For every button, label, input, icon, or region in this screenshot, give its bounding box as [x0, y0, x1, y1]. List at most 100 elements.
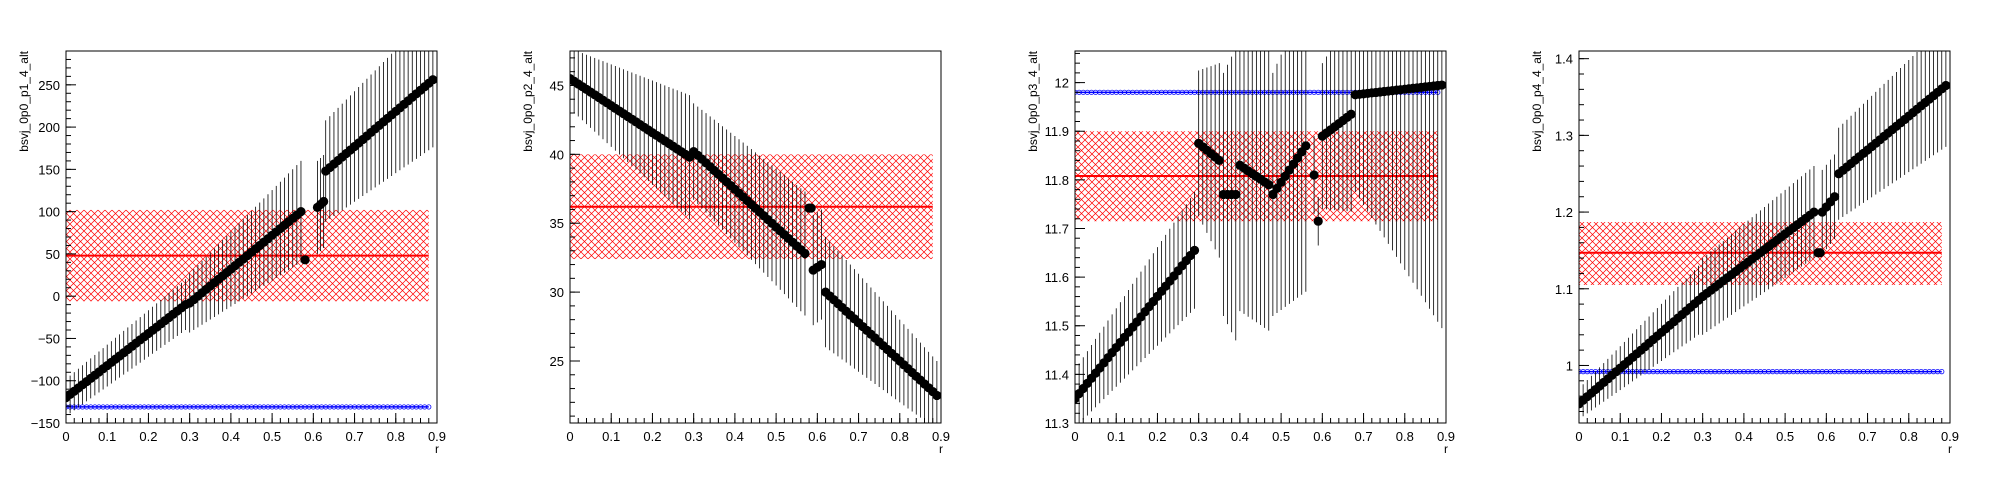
x-tick-label: 0 — [566, 429, 573, 444]
y-tick-label: 11.8 — [1045, 173, 1069, 188]
chart-panel-4: 0 0.1 0.2 0.3 0.4 0.5 0.6 0.7 0.8 0.9 1 1.1 1.2 1.3 1.… — [1530, 50, 1959, 456]
chart-panel-3: 0 0.1 0.2 0.3 0.4 0.5 0.6 0.7 0.8 0.9 11.3 11.4 11.5… — [1026, 50, 1455, 456]
y-tick-label: 11.9 — [1045, 124, 1069, 139]
data-point — [1214, 155, 1224, 166]
x-tick-label: 0.3 — [1694, 429, 1712, 444]
y-tick-label: 1 — [1566, 358, 1573, 373]
y-tick-label: 100 — [38, 205, 60, 220]
y-tick-label: 11.6 — [1045, 270, 1069, 285]
y-tick-label: −100 — [31, 374, 60, 389]
x-tick-label: 0.2 — [1148, 429, 1166, 444]
plot-frame — [1074, 50, 1447, 424]
y-axis-label: bsvj_0p0_p2_4_alt — [521, 50, 535, 151]
y-tick-label: 1.4 — [1555, 52, 1573, 67]
x-tick-label: 0.8 — [387, 429, 405, 444]
y-tick-label: 35 — [550, 216, 564, 231]
data-point — [428, 75, 437, 85]
plot-area — [570, 51, 941, 423]
x-tick-label: 0.8 — [1396, 429, 1414, 444]
y-axis-label: bsvj_0p0_p3_4_alt — [1026, 50, 1040, 151]
x-tick-label: 0.1 — [98, 429, 116, 444]
data-point — [1189, 245, 1200, 255]
chart-panel-2: 0 0.1 0.2 0.3 0.4 0.5 0.6 0.7 0.8 0.9 25 30 35 40 45 r b… — [521, 50, 950, 456]
x-tick-label: 0.5 — [767, 429, 785, 444]
data-point — [1231, 189, 1241, 200]
data-point — [932, 390, 941, 401]
plot-frame — [1578, 50, 1951, 424]
y-tick-label: 50 — [46, 247, 60, 262]
x-tick-label: 0.4 — [222, 429, 240, 444]
x-tick-label: 0.7 — [1355, 429, 1373, 444]
data-point — [806, 203, 816, 213]
x-tick-label: 0.8 — [891, 429, 909, 444]
data-point — [1346, 109, 1356, 119]
x-axis-label: r — [939, 442, 943, 456]
y-tick-label: −50 — [38, 331, 60, 346]
y-tick-label: 11.5 — [1045, 319, 1069, 334]
x-tick-label: 0.2 — [139, 429, 157, 444]
x-tick-label: 0.8 — [1900, 429, 1918, 444]
x-tick-label: 0.7 — [1859, 429, 1877, 444]
x-tick-label: 0.1 — [602, 429, 620, 444]
y-tick-label: 25 — [550, 354, 564, 369]
data-point — [1313, 216, 1323, 226]
x-tick-label: 0.6 — [1313, 429, 1331, 444]
x-tick-label: 0 — [62, 429, 69, 444]
y-tick-label: 150 — [38, 162, 60, 177]
data-point — [1815, 248, 1825, 258]
data-point — [1301, 141, 1311, 151]
y-axis-label: bsvj_0p0_p1_4_alt — [17, 50, 31, 151]
x-tick-label: 0.5 — [263, 429, 281, 444]
x-tick-label: 0.7 — [346, 429, 364, 444]
data-point — [1941, 80, 1950, 91]
plot-area — [1579, 51, 1950, 420]
y-tick-label: 1.1 — [1555, 282, 1573, 297]
plot-area — [66, 51, 437, 417]
y-tick-label: 11.3 — [1045, 416, 1069, 431]
y-tick-label: 0 — [53, 289, 60, 304]
data-point — [1264, 180, 1274, 190]
x-tick-label: 0.3 — [1190, 429, 1208, 444]
y-tick-label: 1.2 — [1555, 205, 1573, 220]
x-tick-label: 0.6 — [808, 429, 826, 444]
reference-marker — [426, 404, 432, 410]
data-point — [1829, 192, 1840, 202]
x-tick-label: 0.2 — [643, 429, 661, 444]
x-tick-label: 0 — [1575, 429, 1582, 444]
y-tick-label: 12 — [1055, 76, 1069, 91]
x-tick-label: 0.4 — [1735, 429, 1753, 444]
x-tick-label: 0.6 — [304, 429, 322, 444]
x-tick-label: 0.3 — [685, 429, 703, 444]
y-tick-label: 1.3 — [1555, 128, 1573, 143]
y-axis-label: bsvj_0p0_p4_4_alt — [1530, 50, 1544, 151]
y-tick-label: 250 — [38, 78, 60, 93]
data-point — [319, 196, 329, 207]
data-point — [300, 255, 310, 265]
y-tick-label: 11.7 — [1045, 221, 1069, 236]
x-tick-label: 0.2 — [1652, 429, 1670, 444]
x-tick-label: 0.4 — [1231, 429, 1249, 444]
x-tick-label: 0.1 — [1107, 429, 1125, 444]
x-tick-label: 0.6 — [1817, 429, 1835, 444]
y-tick-label: 30 — [550, 285, 564, 300]
x-axis-label: r — [1444, 442, 1448, 456]
x-tick-label: 0.9 — [1941, 429, 1959, 444]
x-tick-label: 0.1 — [1611, 429, 1629, 444]
x-axis-label: r — [435, 442, 439, 456]
y-tick-label: 40 — [550, 147, 564, 162]
data-point — [1437, 80, 1446, 90]
x-tick-label: 0.5 — [1776, 429, 1794, 444]
x-tick-label: 0 — [1071, 429, 1078, 444]
data-point — [816, 259, 827, 270]
data-point — [800, 248, 810, 259]
x-tick-label: 0.9 — [428, 429, 446, 444]
x-tick-label: 0.9 — [1437, 429, 1455, 444]
y-tick-label: 11.4 — [1045, 367, 1069, 382]
reference-marker — [1939, 369, 1945, 375]
x-tick-label: 0.7 — [850, 429, 868, 444]
data-point — [1809, 207, 1819, 217]
x-axis-label: r — [1948, 442, 1952, 456]
x-tick-label: 0.9 — [932, 429, 950, 444]
x-tick-label: 0.5 — [1272, 429, 1290, 444]
